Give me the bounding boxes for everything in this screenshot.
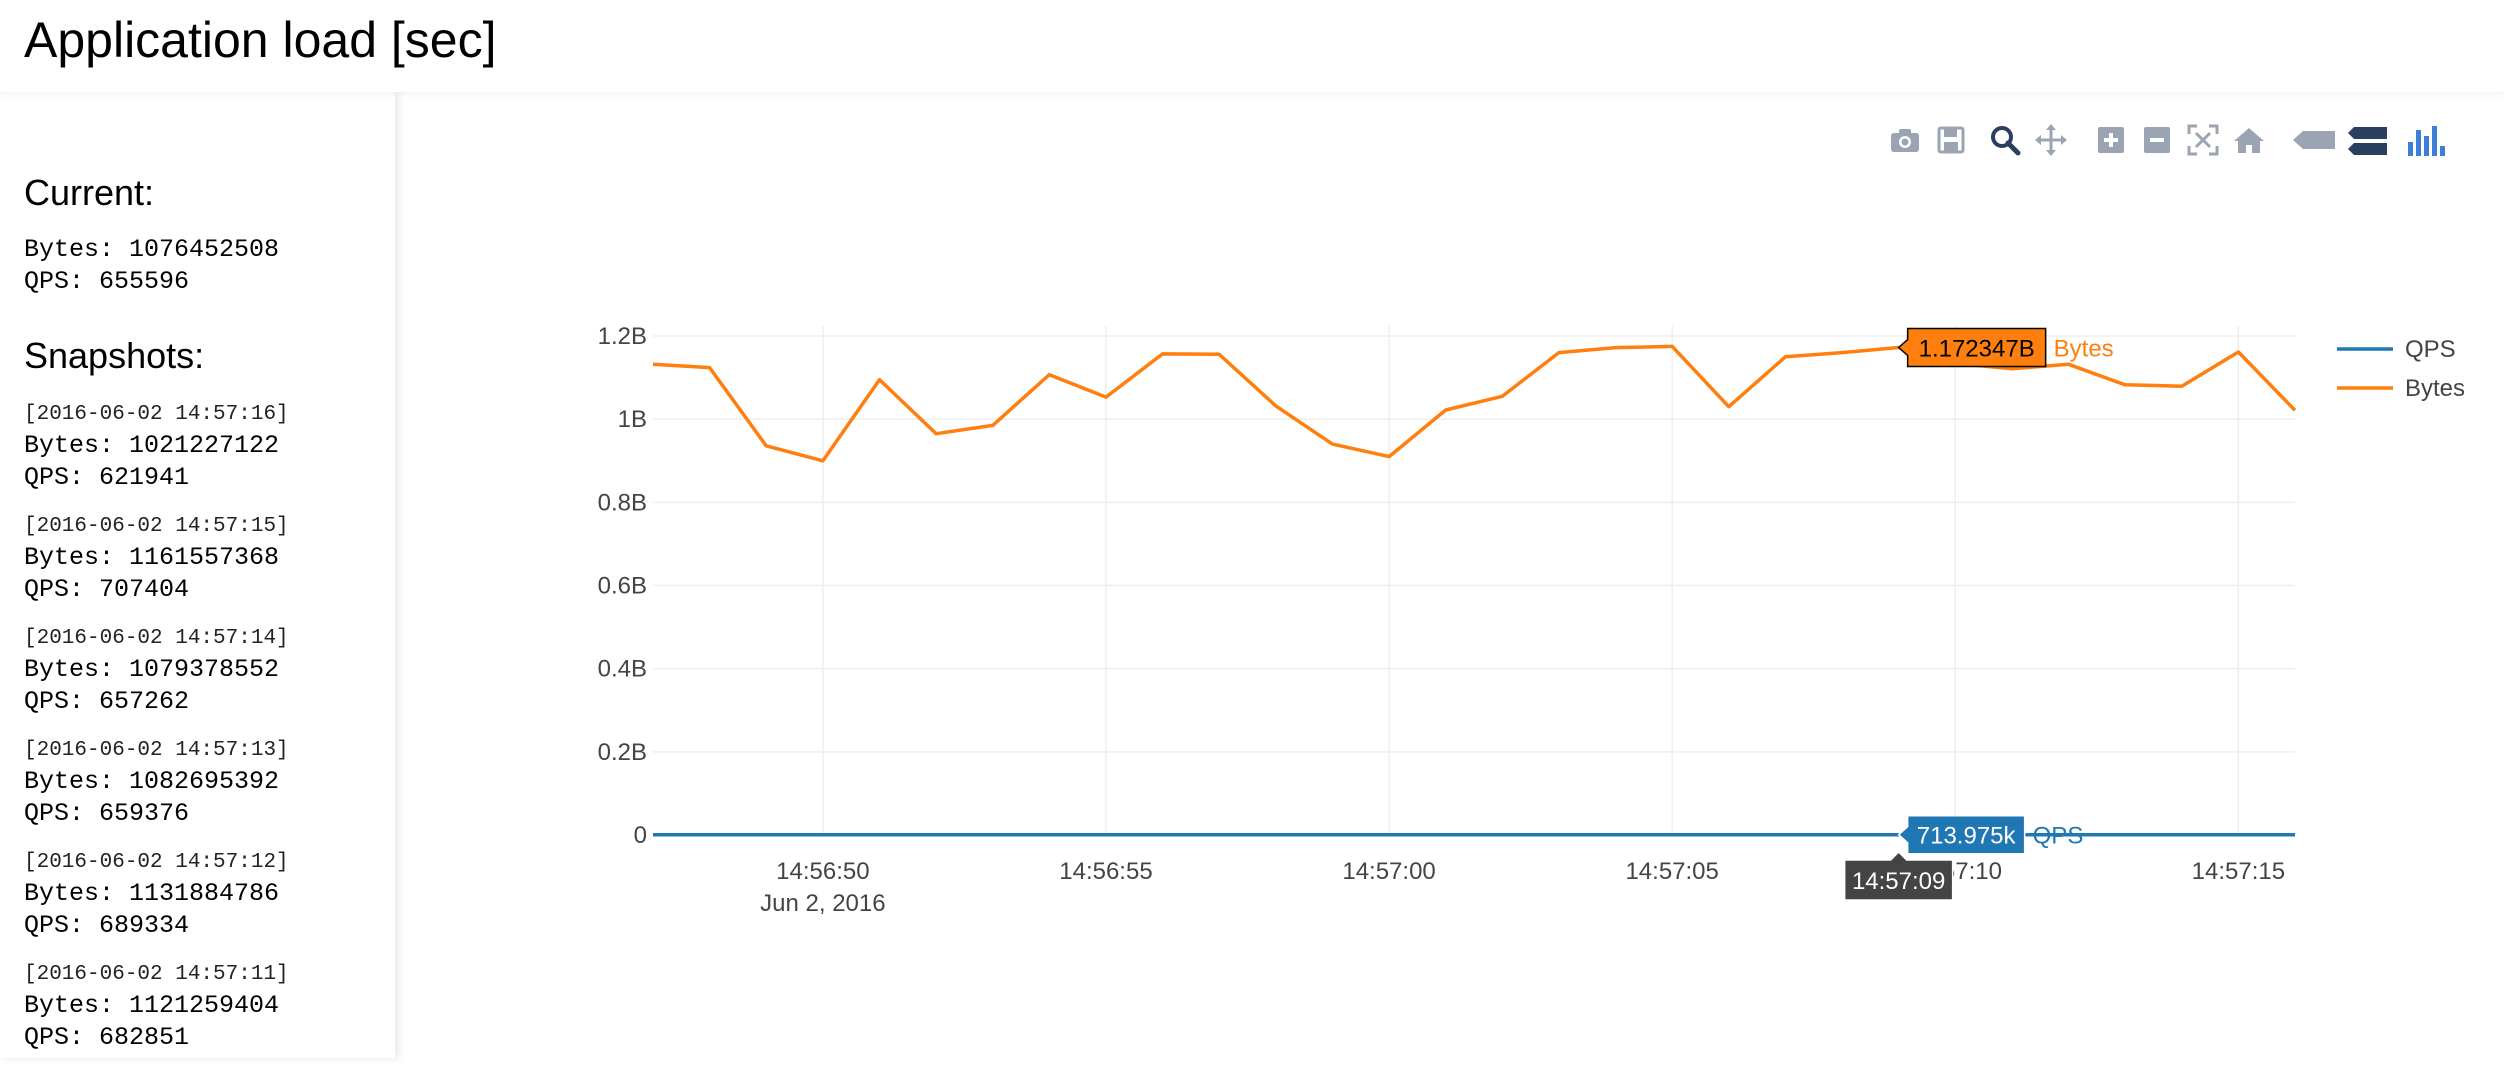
snapshot-bytes: Bytes: 1131884786	[24, 878, 289, 910]
current-qps: QPS: 655596	[24, 266, 279, 298]
snapshot-item: [2016-06-02 14:57:15] Bytes: 1161557368 …	[24, 512, 289, 624]
x-tick-label: 14:56:55	[1059, 858, 1152, 885]
snapshot-bytes: Bytes: 1161557368	[24, 542, 289, 574]
snapshot-item: [2016-06-02 14:57:13] Bytes: 1082695392 …	[24, 736, 289, 848]
current-heading: Current:	[24, 172, 154, 214]
y-tick-label: 0.4B	[598, 656, 647, 683]
y-tick-label: 0.2B	[598, 739, 647, 766]
x-hover-value: 14:57:09	[1852, 868, 1945, 895]
snapshot-timestamp: [2016-06-02 14:57:13]	[24, 736, 289, 766]
y-tick-label: 1.2B	[598, 323, 647, 350]
snapshot-qps: QPS: 682851	[24, 1022, 289, 1054]
snapshot-timestamp: [2016-06-02 14:57:12]	[24, 848, 289, 878]
series-line-bytes	[653, 346, 2295, 460]
snapshot-qps: QPS: 689334	[24, 910, 289, 942]
snapshots-list: [2016-06-02 14:57:16] Bytes: 1021227122 …	[24, 400, 289, 1072]
snapshot-bytes: Bytes: 1021227122	[24, 430, 289, 462]
legend-label: QPS	[2405, 336, 2456, 363]
y-tick-label: 0	[634, 822, 647, 849]
snapshot-timestamp: [2016-06-02 14:57:11]	[24, 960, 289, 990]
page-header: Application load [sec]	[0, 0, 2504, 92]
y-tick-label: 1B	[618, 406, 647, 433]
snapshot-timestamp: [2016-06-02 14:57:16]	[24, 400, 289, 430]
snapshot-bytes: Bytes: 1121259404	[24, 990, 289, 1022]
y-axis: 0 0.2B 0.4B 0.6B 0.8B 1B 1.2B	[598, 323, 647, 849]
page-title: Application load [sec]	[24, 8, 497, 72]
bytes-hover-name: Bytes	[2054, 335, 2114, 362]
hover-labels: 1.172347B Bytes 713.975k QPS 14:57:09	[1845, 328, 2114, 900]
snapshot-timestamp: [2016-06-02 14:57:15]	[24, 512, 289, 542]
snapshot-qps: QPS: 657262	[24, 686, 289, 718]
snapshot-qps: QPS: 659376	[24, 798, 289, 830]
chart-panel[interactable]: 0 0.2B 0.4B 0.6B 0.8B 1B 1.2B 14:56:50 14:56:55…	[395, 92, 2504, 1058]
snapshot-qps: QPS: 707404	[24, 574, 289, 606]
chart-legend[interactable]: QPS Bytes	[2337, 336, 2465, 402]
snapshot-bytes: Bytes: 1079378552	[24, 654, 289, 686]
qps-hover-name: QPS	[2033, 823, 2084, 850]
y-tick-label: 0.8B	[598, 489, 647, 516]
snapshot-timestamp: [2016-06-02 14:57:14]	[24, 624, 289, 654]
bytes-hover-value: 1.172347B	[1919, 335, 2035, 362]
current-bytes: Bytes: 1076452508	[24, 234, 279, 266]
qps-hover-value: 713.975k	[1917, 823, 2017, 850]
y-tick-label: 0.6B	[598, 573, 647, 600]
sidebar: Current: Bytes: 1076452508 QPS: 655596 S…	[0, 92, 395, 1058]
x-date-label: Jun 2, 2016	[760, 890, 885, 917]
snapshot-item: [2016-06-02 14:57:14] Bytes: 1079378552 …	[24, 624, 289, 736]
x-tick-label: 14:57:00	[1342, 858, 1435, 885]
x-tick-label: 14:56:50	[776, 858, 869, 885]
snapshot-bytes: Bytes: 1082695392	[24, 766, 289, 798]
legend-label: Bytes	[2405, 375, 2465, 402]
snapshots-heading: Snapshots:	[24, 335, 204, 377]
snapshot-item: [2016-06-02 14:57:12] Bytes: 1131884786 …	[24, 848, 289, 960]
current-stats: Bytes: 1076452508 QPS: 655596	[24, 234, 279, 298]
snapshot-qps: QPS: 621941	[24, 462, 289, 494]
line-chart[interactable]: 0 0.2B 0.4B 0.6B 0.8B 1B 1.2B 14:56:50 14:56:55…	[395, 92, 2504, 1058]
x-tick-label: 14:57:15	[2192, 858, 2285, 885]
x-tick-label: 14:57:05	[1625, 858, 1718, 885]
snapshot-item: [2016-06-02 14:57:11] Bytes: 1121259404 …	[24, 960, 289, 1072]
snapshot-item: [2016-06-02 14:57:16] Bytes: 1021227122 …	[24, 400, 289, 512]
